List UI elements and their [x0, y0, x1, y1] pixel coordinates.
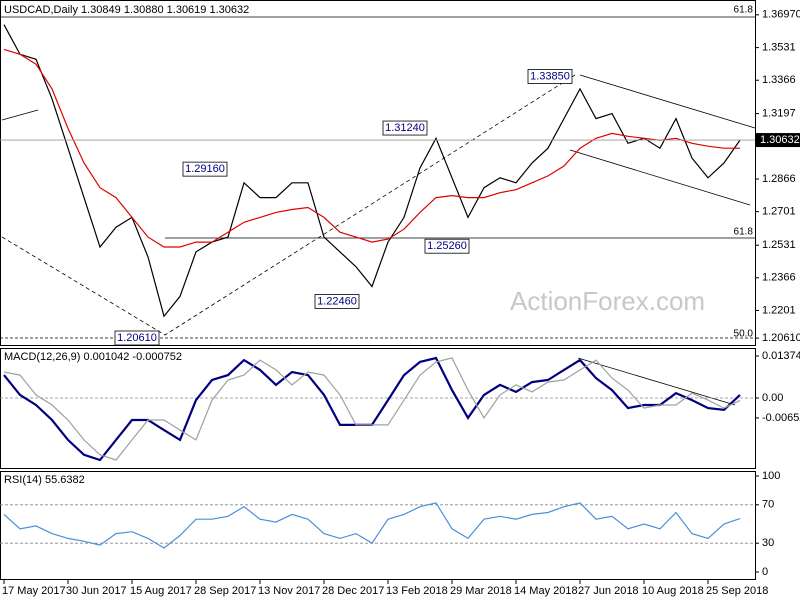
price-label-box	[527, 69, 573, 84]
y-tick-label: -0.006524	[762, 412, 800, 424]
x-tick-label: 28 Dec 2017	[322, 585, 384, 597]
x-tick-label: 15 Aug 2017	[130, 585, 192, 597]
watermark: ActionForex.com	[510, 286, 705, 316]
channel-line	[579, 74, 756, 129]
series-line	[3, 24, 741, 318]
channel-line	[569, 149, 751, 206]
y-tick-label: 1.3366	[762, 74, 796, 86]
y-tick-label: 70	[762, 499, 774, 511]
series-line	[3, 357, 741, 461]
price-label-box	[424, 238, 470, 254]
macd-title: MACD(12,26,9) 0.001042 -0.000752	[4, 351, 182, 363]
price-label-box	[114, 330, 160, 346]
y-tick-label: 30	[762, 537, 774, 549]
price-label: 1.31240	[385, 122, 425, 134]
chart-title: USDCAD,Daily 1.30849 1.30880 1.30619 1.3…	[4, 4, 249, 16]
price-label-box	[314, 294, 360, 309]
fib-label: 50.0	[734, 329, 754, 340]
y-tick-label: 1.2866	[762, 173, 796, 185]
x-tick-label: 29 Mar 2018	[450, 585, 512, 597]
x-tick-label: 25 Sep 2018	[706, 585, 768, 597]
price-label: 1.20610	[117, 332, 157, 344]
y-tick-label: 0.00	[762, 392, 783, 404]
macd-trend-line	[577, 357, 736, 406]
price-label: 1.22460	[317, 295, 357, 307]
x-tick-label: 10 Aug 2018	[642, 585, 704, 597]
y-tick-label: 1.3531	[762, 42, 796, 54]
rsi-title: RSI(14) 55.6382	[4, 474, 85, 486]
fib-label: 61.8	[734, 227, 754, 238]
trend-line	[1, 74, 576, 336]
price-label: 1.29160	[185, 163, 225, 175]
y-tick-label: 1.2531	[762, 239, 796, 251]
x-tick-label: 13 Nov 2017	[258, 585, 320, 597]
y-tick-label: 1.2701	[762, 206, 796, 218]
price-label-box	[182, 161, 228, 177]
y-tick-label: 100	[762, 470, 780, 482]
series-line	[3, 48, 740, 248]
rsi-panel	[0, 471, 756, 580]
macd-panel	[0, 348, 756, 469]
y-tick-label: 1.20610	[762, 332, 800, 344]
x-tick-label: 13 Feb 2018	[386, 585, 448, 597]
x-tick-label: 14 May 2018	[514, 585, 578, 597]
price-label-box	[382, 120, 428, 136]
x-tick-label: 17 May 2017	[2, 585, 66, 597]
y-tick-label: 1.2366	[762, 272, 796, 284]
y-tick-label: 0	[762, 566, 768, 578]
x-tick-label: 28 Sep 2017	[194, 585, 256, 597]
last-price-box	[756, 133, 800, 148]
y-tick-label: 1.3197	[762, 108, 796, 120]
fib-label: 61.8	[734, 5, 754, 16]
last-price-label: 1.30632	[760, 134, 800, 146]
x-tick-label: 27 Jun 2018	[578, 585, 639, 597]
y-tick-label: 1.36970	[762, 9, 800, 21]
trend-line	[1, 109, 39, 121]
x-tick-label: 30 Jun 2017	[66, 585, 127, 597]
price-label: 1.33850	[530, 70, 570, 82]
y-tick-label: 0.013746	[762, 350, 800, 362]
price-label: 1.25260	[427, 240, 467, 252]
y-tick-label: 1.2201	[762, 304, 796, 316]
series-line	[3, 502, 741, 549]
price-panel	[0, 0, 756, 346]
